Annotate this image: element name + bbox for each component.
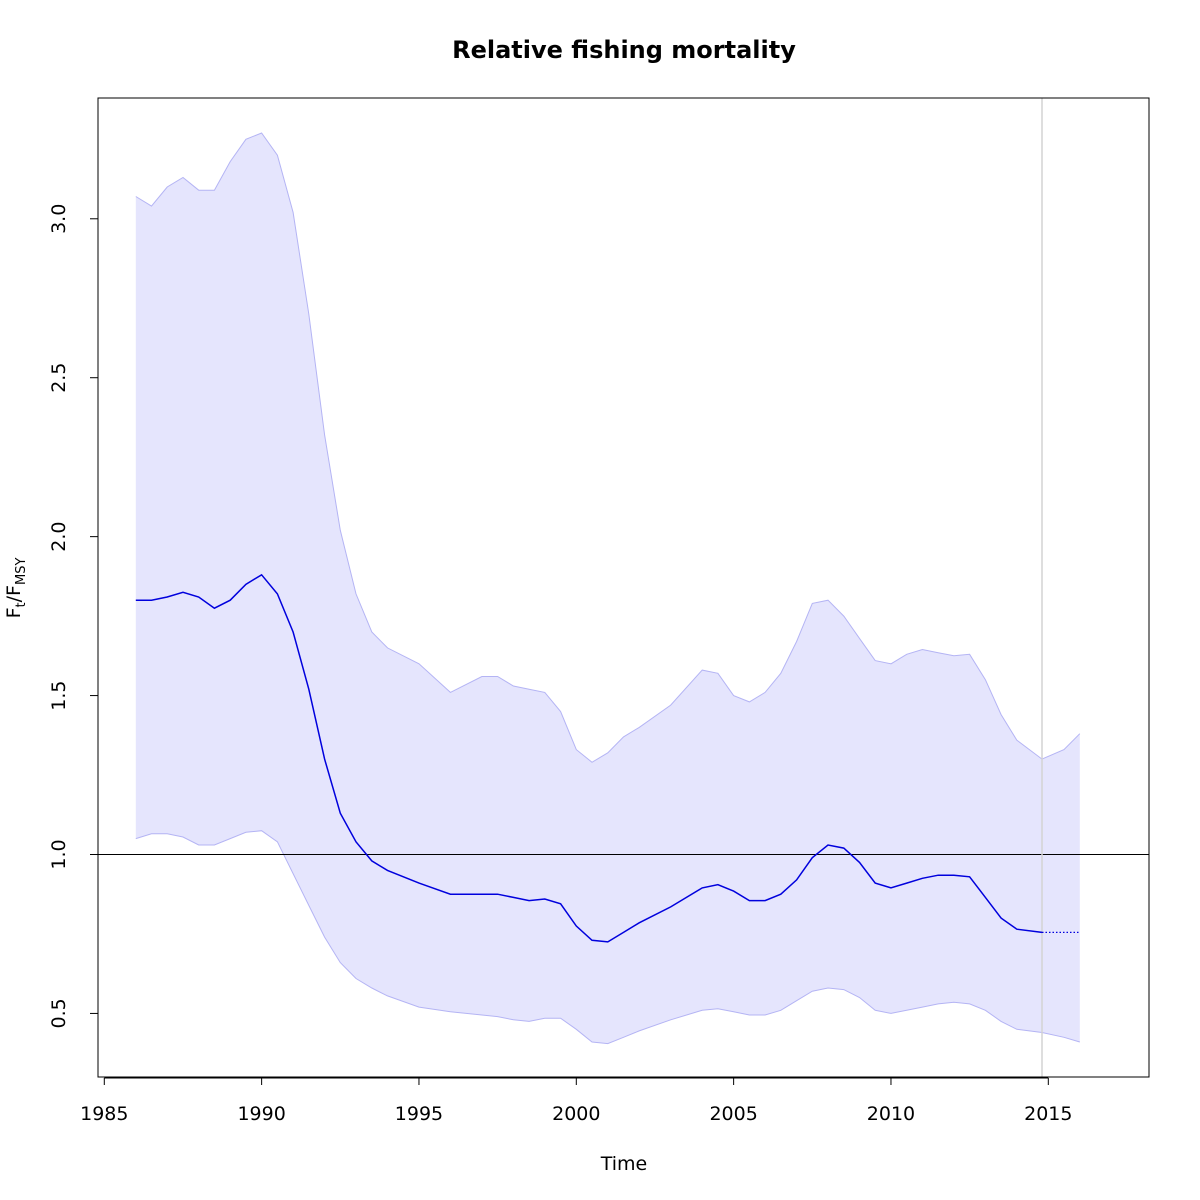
estimate-line <box>135 573 1043 943</box>
y-axis: 0.5 1.0 1.5 2.0 2.5 3.0 <box>48 204 99 1029</box>
x-tick-label: 1995 <box>395 1103 443 1125</box>
chart-title: Relative fishing mortality <box>452 36 796 64</box>
y-tick-label: 2.5 <box>48 363 70 393</box>
y-tick-label: 1.5 <box>48 680 70 710</box>
x-tick-label: 2015 <box>1024 1103 1072 1125</box>
y-axis-label: Ft/FMSY <box>3 558 29 619</box>
y-tick-label: 2.0 <box>48 521 70 551</box>
y-label-f2: F <box>3 585 25 596</box>
y-tick-label: 3.0 <box>48 204 70 234</box>
y-tick-label: 1.0 <box>48 839 70 869</box>
lower-ci-line <box>135 830 1080 1045</box>
x-tick-label: 1985 <box>80 1103 128 1125</box>
y-label-sub-t: t <box>14 602 29 607</box>
y-label-sub-msy: MSY <box>14 558 29 585</box>
x-tick-label: 2000 <box>552 1103 600 1125</box>
x-tick-label: 2005 <box>709 1103 757 1125</box>
x-axis-label: Time <box>600 1153 648 1175</box>
x-axis: 1985 1990 1995 2000 2005 2010 2015 <box>80 1077 1072 1125</box>
y-label-f: F <box>3 607 25 618</box>
plot-area <box>98 98 1149 1077</box>
y-label-slash: / <box>3 595 25 602</box>
x-tick-label: 1990 <box>237 1103 285 1125</box>
y-tick-label: 0.5 <box>48 998 70 1028</box>
x-tick-label: 2010 <box>867 1103 915 1125</box>
confidence-band <box>135 133 1080 1044</box>
upper-ci-line <box>135 132 1081 763</box>
